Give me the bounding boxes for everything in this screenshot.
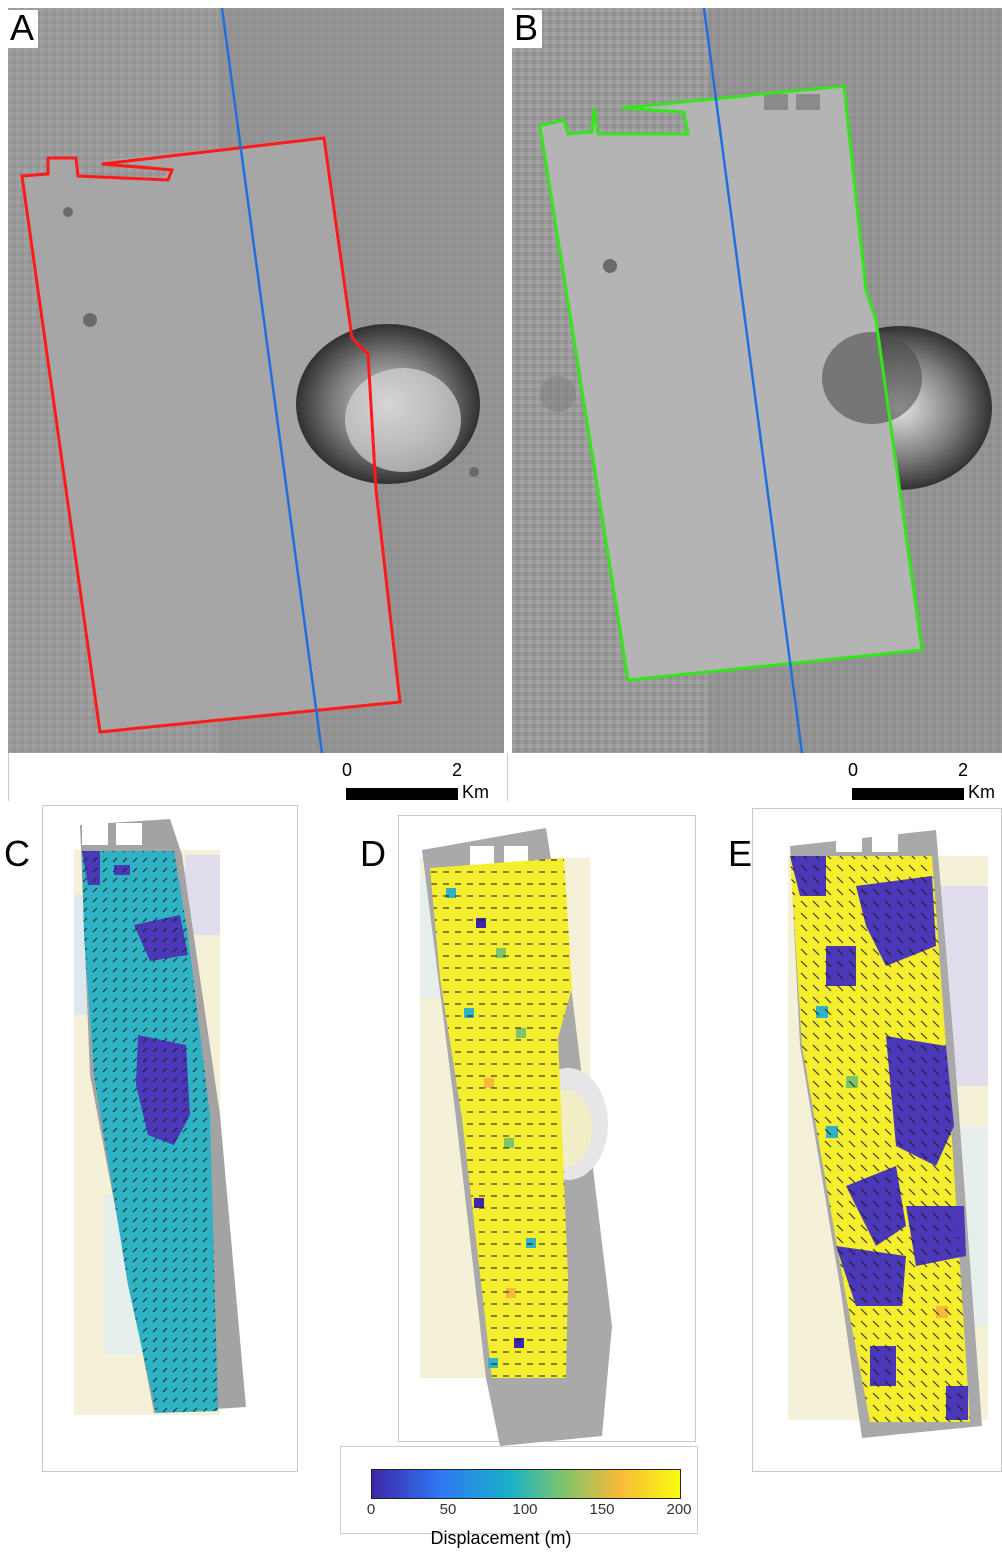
- scalebar-a-end: 2: [452, 760, 463, 780]
- panel-a: A: [8, 7, 504, 754]
- track-line-a: [220, 7, 324, 754]
- panel-a-image: [8, 7, 504, 754]
- panel-b-letter: B: [512, 10, 543, 48]
- panel-e-letter: E: [728, 833, 753, 874]
- colorbar-label: Displacement (m): [430, 1528, 572, 1548]
- panel-e-map: [788, 830, 988, 1438]
- scalebar-b: 0 2 Km: [846, 760, 1002, 802]
- scalebar-b-start: 0: [848, 760, 859, 780]
- colorbar-tick-200: 200: [666, 1501, 692, 1518]
- scalebar-a: 0 2 Km: [340, 760, 500, 802]
- colorbar-tick-0: 0: [366, 1501, 376, 1518]
- panel-c-letter: C: [4, 833, 30, 874]
- scalebar-a-bar: [346, 788, 458, 800]
- colorbar-tick-150: 150: [589, 1501, 615, 1518]
- colorbar-box: 0 50 100 150 200: [340, 1446, 698, 1534]
- panel-a-letter: A: [8, 10, 39, 48]
- scalebar-b-end: 2: [958, 760, 969, 780]
- scalebar-a-unit: Km: [462, 782, 489, 802]
- colorbar-tick-100: 100: [512, 1501, 538, 1518]
- outline-b: [538, 84, 924, 682]
- panel-b: B: [512, 7, 1002, 754]
- hirise-strip-b: [540, 86, 922, 680]
- scalebar-a-start: 0: [342, 760, 353, 780]
- scalebar-b-unit: Km: [968, 782, 995, 802]
- panel-b-image: [512, 7, 1002, 754]
- track-line-b: [702, 7, 804, 754]
- divider-b: [507, 753, 508, 801]
- colorbar-gradient: [371, 1469, 681, 1499]
- panel-d-map: [420, 828, 612, 1446]
- colorbar-tick-50: 50: [439, 1501, 457, 1518]
- panel-c-map: [74, 819, 246, 1415]
- scalebar-b-bar: [852, 788, 964, 800]
- divider-a: [8, 753, 9, 801]
- outline-a: [20, 136, 402, 734]
- hirise-strip-a: [22, 138, 400, 730]
- panel-d-letter: D: [360, 833, 386, 874]
